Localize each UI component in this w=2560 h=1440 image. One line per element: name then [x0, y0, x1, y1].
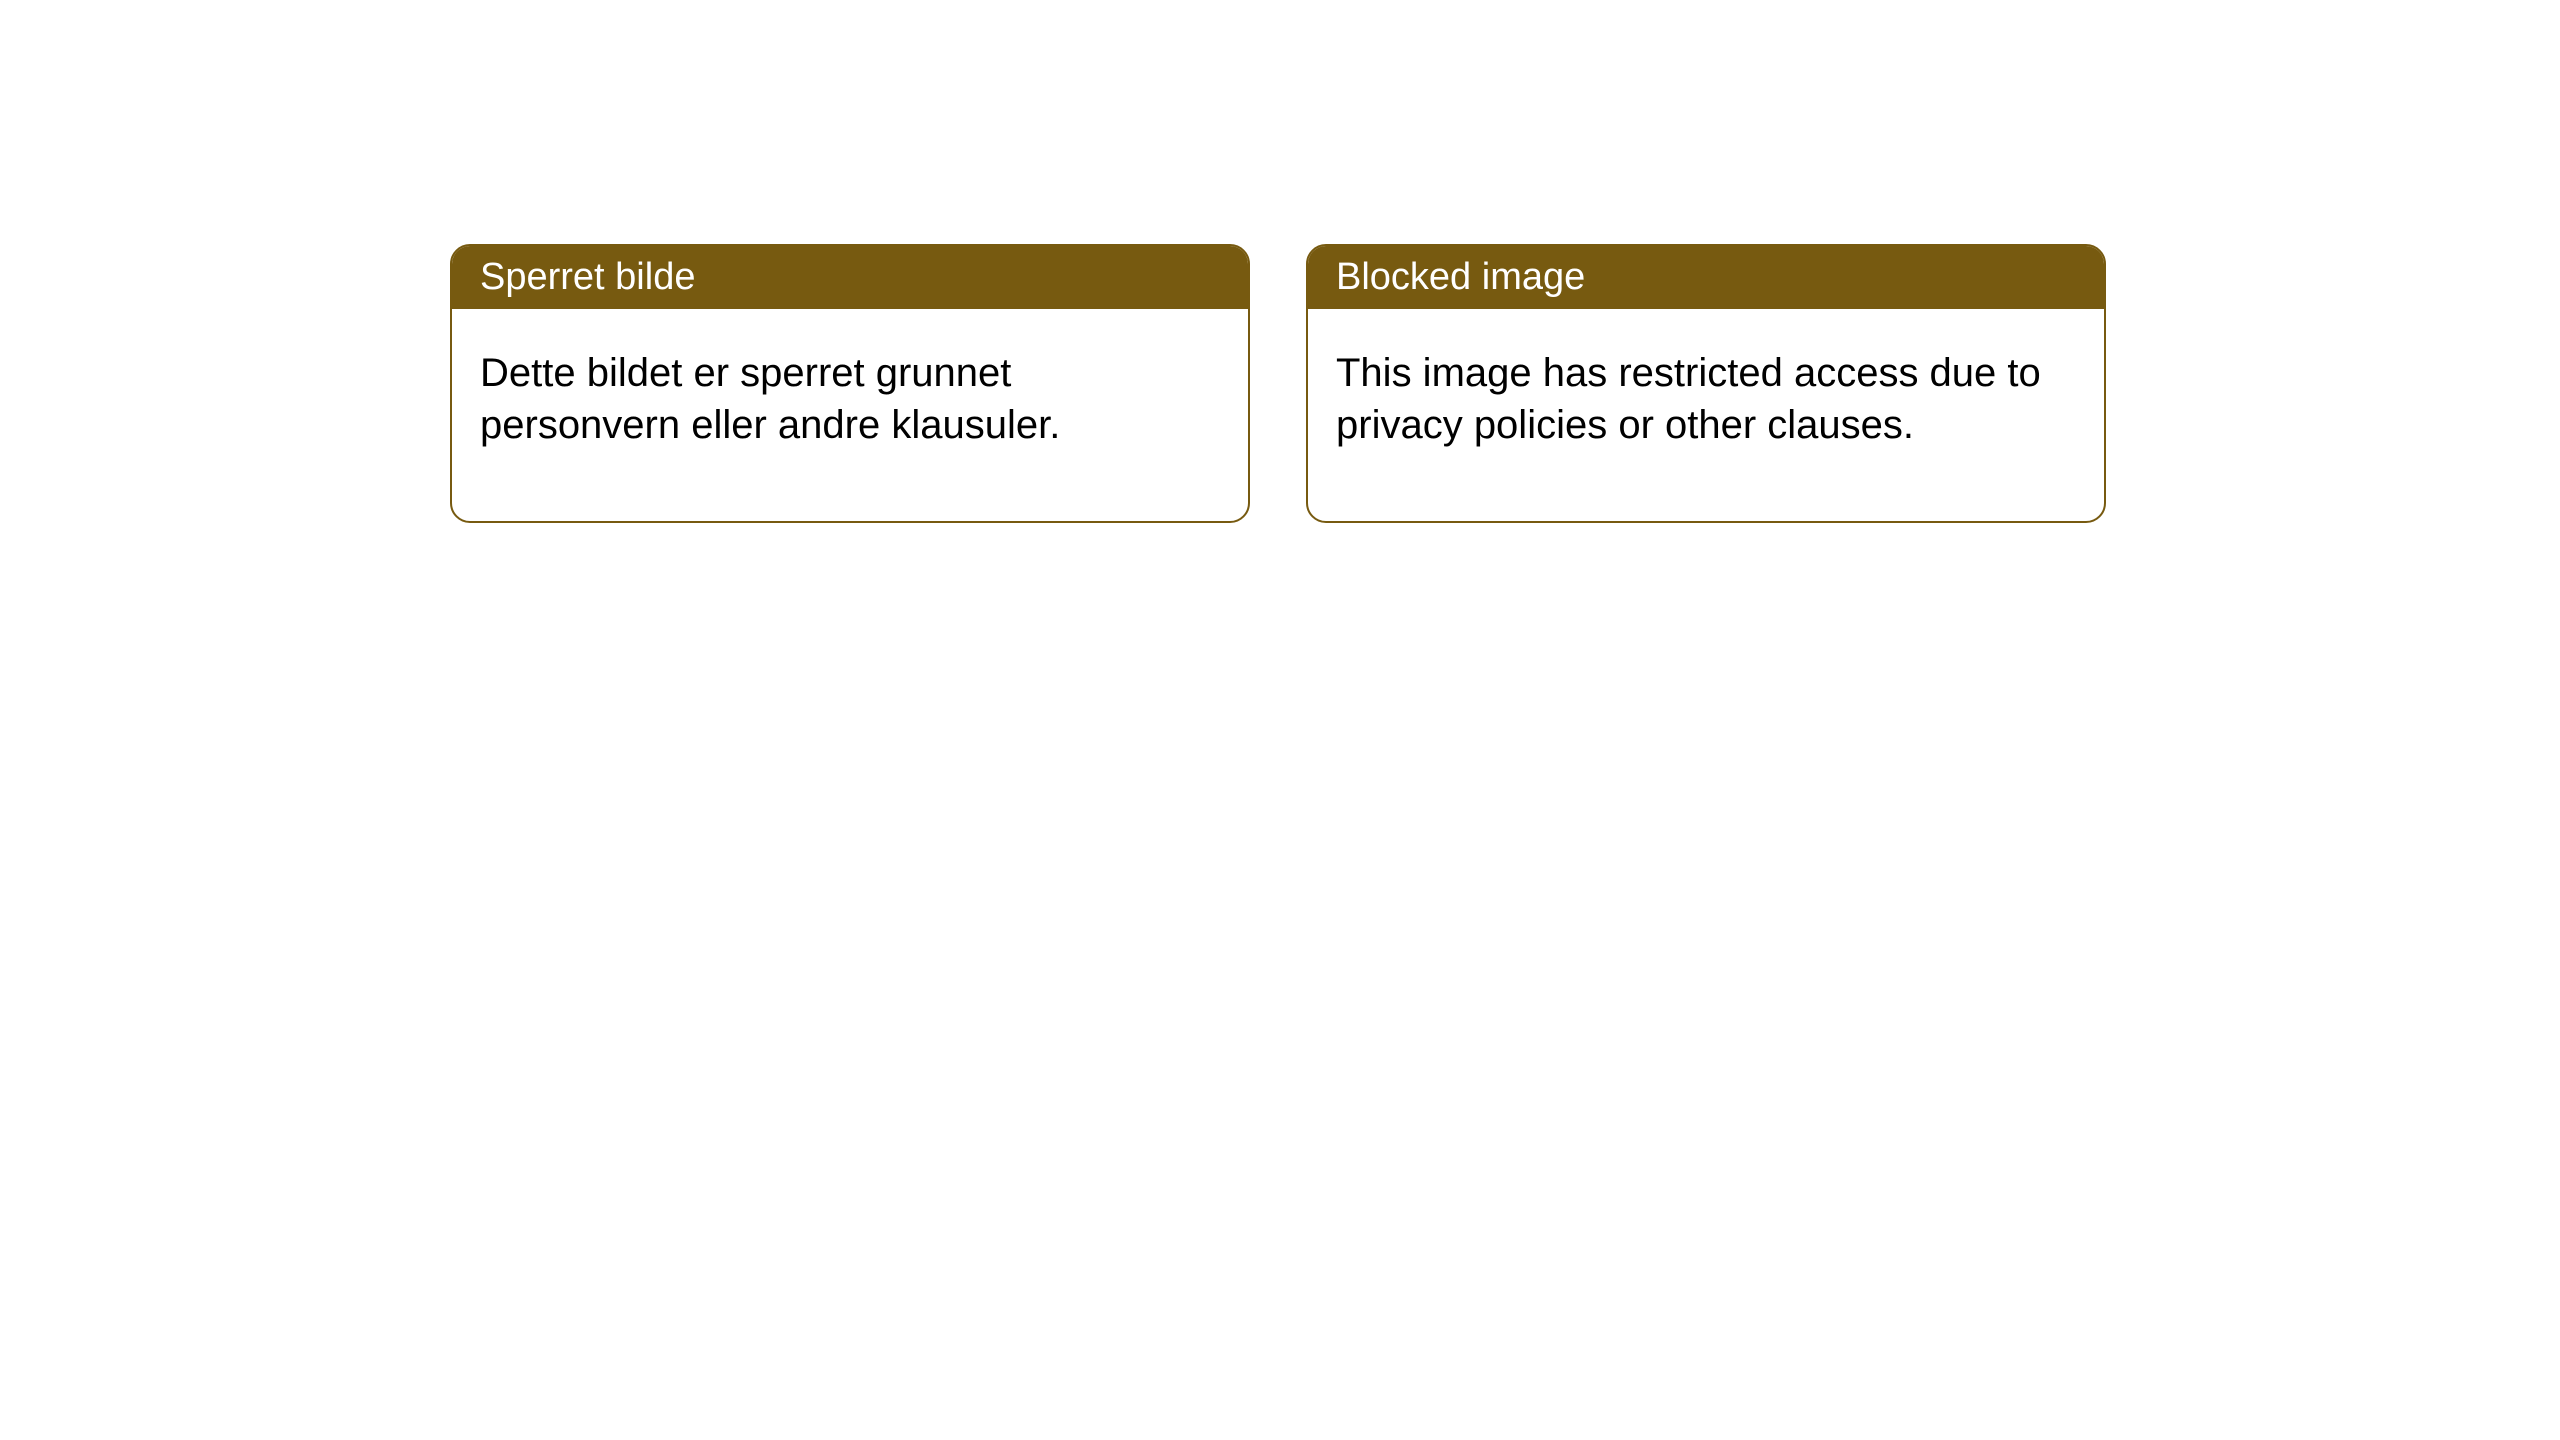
notice-header: Sperret bilde	[452, 246, 1248, 309]
notice-body-text: This image has restricted access due to …	[1336, 351, 2041, 447]
notice-title: Sperret bilde	[480, 256, 695, 298]
notice-body: Dette bildet er sperret grunnet personve…	[452, 309, 1248, 521]
notice-container: Sperret bilde Dette bildet er sperret gr…	[450, 244, 2106, 523]
notice-body-text: Dette bildet er sperret grunnet personve…	[480, 351, 1060, 447]
notice-card-norwegian: Sperret bilde Dette bildet er sperret gr…	[450, 244, 1250, 523]
notice-title: Blocked image	[1336, 256, 1585, 298]
notice-header: Blocked image	[1308, 246, 2104, 309]
notice-body: This image has restricted access due to …	[1308, 309, 2104, 521]
notice-card-english: Blocked image This image has restricted …	[1306, 244, 2106, 523]
